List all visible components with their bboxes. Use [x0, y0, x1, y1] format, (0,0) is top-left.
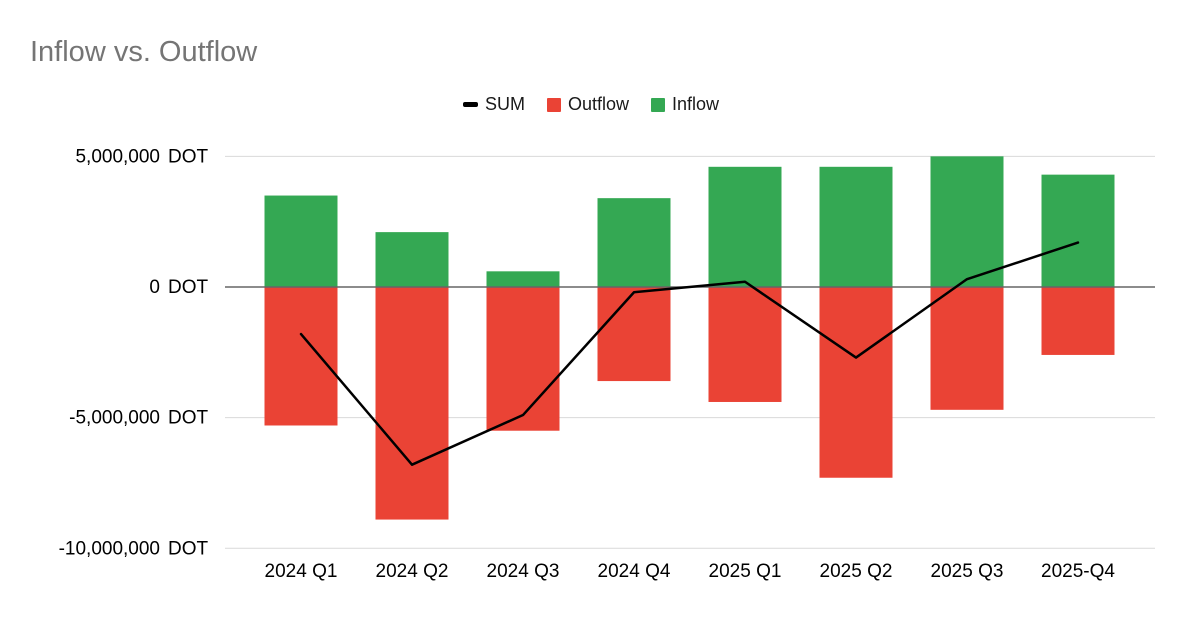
y-axis-tick-unit: DOT: [168, 277, 209, 298]
y-axis-tick-value: -5,000,000: [69, 408, 160, 429]
inflow-bar[interactable]: [930, 156, 1004, 287]
x-axis-label: 2025 Q1: [709, 561, 782, 582]
outflow-bar[interactable]: [264, 287, 338, 426]
legend-label: Outflow: [567, 94, 629, 114]
outflow-bar[interactable]: [1041, 287, 1115, 355]
outflow-bar[interactable]: [597, 287, 671, 382]
x-axis-label: 2024 Q3: [487, 561, 560, 582]
legend-square-swatch: [651, 97, 665, 112]
y-axis-tick-value: 5,000,000: [75, 146, 160, 167]
inflow-bar[interactable]: [708, 166, 782, 287]
y-axis-tick-unit: DOT: [168, 538, 209, 559]
outflow-bar[interactable]: [486, 287, 560, 431]
legend-item-inflow[interactable]: Inflow: [651, 94, 719, 115]
outflow-bar[interactable]: [708, 287, 782, 402]
inflow-bar[interactable]: [1041, 174, 1115, 287]
legend-item-outflow[interactable]: Outflow: [546, 94, 629, 115]
y-axis-tick-value: 0: [149, 277, 160, 298]
legend-label: Inflow: [672, 94, 720, 114]
x-axis-label: 2024 Q4: [598, 561, 671, 582]
legend-square-swatch: [546, 97, 561, 112]
inflow-bar[interactable]: [819, 166, 893, 287]
sum-line[interactable]: [299, 241, 1080, 466]
outflow-bar[interactable]: [375, 287, 449, 520]
x-axis-label: 2024 Q1: [265, 561, 338, 582]
x-axis-label: 2024 Q2: [376, 561, 449, 582]
chart-legend: SUM Outflow Inflow: [0, 94, 1182, 115]
x-axis-label: 2025 Q2: [820, 561, 893, 582]
y-axis-tick-value: -10,000,000: [59, 538, 160, 559]
inflow-bar[interactable]: [375, 232, 449, 287]
legend-line-swatch: [462, 102, 478, 107]
legend-item-sum[interactable]: SUM: [462, 94, 525, 115]
x-axis-label: 2025-Q4: [1041, 561, 1115, 582]
outflow-bar[interactable]: [930, 287, 1004, 410]
inflow-bar[interactable]: [486, 271, 560, 287]
chart-title: Inflow vs. Outflow: [30, 36, 258, 68]
legend-label: SUM: [484, 94, 525, 114]
inflow-bar[interactable]: [597, 198, 671, 287]
y-axis-tick-unit: DOT: [168, 146, 209, 167]
inflow-bar[interactable]: [264, 195, 338, 287]
outflow-bar[interactable]: [819, 287, 893, 478]
y-axis-tick-unit: DOT: [168, 408, 209, 429]
x-axis-label: 2025 Q3: [931, 561, 1004, 582]
